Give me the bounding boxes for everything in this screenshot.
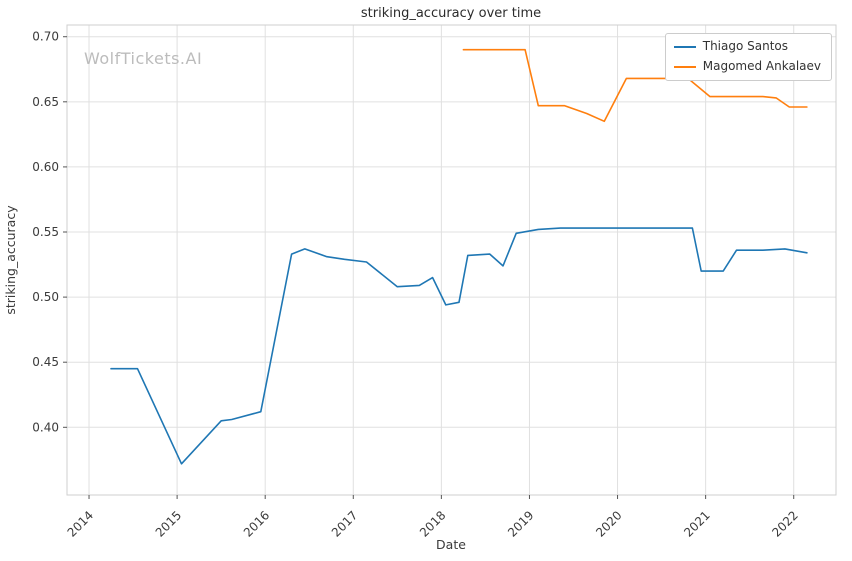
plot-border <box>66 24 837 496</box>
y-tick-label: 0.45 <box>32 355 59 369</box>
legend: Thiago Santos Magomed Ankalaev <box>664 33 832 82</box>
x-tick-label: 2017 <box>329 508 360 539</box>
x-tick-label: 2021 <box>681 508 712 539</box>
legend-label: Magomed Ankalaev <box>702 59 821 74</box>
series-line-1 <box>462 48 808 123</box>
legend-item-magomed-ankalaev: Magomed Ankalaev <box>673 59 821 74</box>
x-tick-label: 2015 <box>153 508 184 539</box>
legend-line-sample-orange <box>673 65 696 68</box>
legend-label: Thiago Santos <box>702 39 789 53</box>
y-tick-label: 0.50 <box>32 290 59 304</box>
legend-item-thiago-santos: Thiago Santos <box>673 39 821 53</box>
y-tick-label: 0.65 <box>32 95 59 109</box>
y-tick-label: 0.55 <box>32 225 59 239</box>
watermark: WolfTickets.AI <box>84 49 202 68</box>
x-tick-label: 2018 <box>417 508 448 539</box>
x-tick-label: 2014 <box>65 508 96 539</box>
x-axis-label: Date <box>436 537 466 552</box>
x-tick-label: 2019 <box>505 508 536 539</box>
y-tick-label: 0.70 <box>32 30 59 44</box>
series-line-0 <box>110 227 808 465</box>
x-tick-label: 2022 <box>769 508 800 539</box>
chart-title: striking_accuracy over time <box>361 6 541 21</box>
legend-line-sample-blue <box>673 45 696 48</box>
y-tick-label: 0.60 <box>32 160 59 174</box>
y-tick-label: 0.40 <box>32 420 59 434</box>
x-tick-label: 2020 <box>593 508 624 539</box>
y-axis-label: striking_accuracy <box>3 205 18 315</box>
plot-area: 0.40 0.45 0.50 0.55 0.60 0.65 0.70 2014 2015 2016… <box>32 24 837 540</box>
x-tick-label: 2016 <box>241 508 272 539</box>
